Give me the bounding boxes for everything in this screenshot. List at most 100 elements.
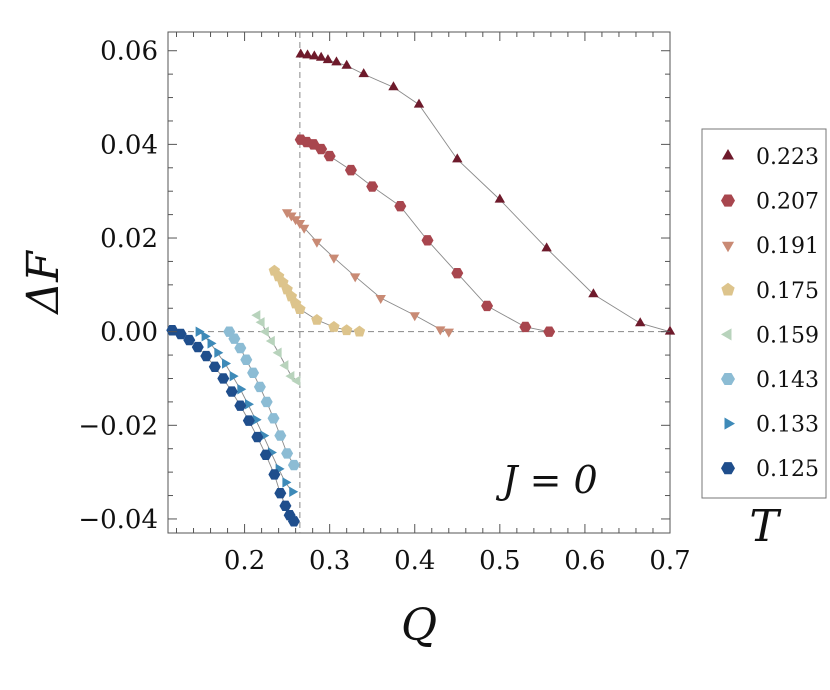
data-point-0.207 bbox=[344, 164, 357, 176]
data-point-0.125 bbox=[234, 400, 247, 411]
y-tick-label: 0.00 bbox=[100, 318, 158, 348]
data-point-0.207 bbox=[421, 235, 434, 246]
data-point-0.223 bbox=[664, 325, 676, 335]
data-point-0.125 bbox=[208, 361, 221, 372]
fit-curve-0.223 bbox=[300, 54, 671, 333]
data-point-0.207 bbox=[543, 326, 556, 337]
data-point-0.207 bbox=[451, 267, 464, 279]
data-point-0.223 bbox=[452, 153, 463, 163]
legend-marker-0.223 bbox=[721, 149, 735, 160]
legend-marker-0.175 bbox=[721, 282, 735, 296]
data-point-0.125 bbox=[242, 415, 255, 426]
legend-label: 0.207 bbox=[756, 190, 819, 215]
data-point-0.175 bbox=[311, 313, 323, 325]
legend-marker-0.143 bbox=[721, 372, 735, 386]
plot-frame bbox=[167, 31, 671, 534]
data-point-0.175 bbox=[353, 325, 366, 337]
data-markers bbox=[166, 48, 676, 527]
legend-box bbox=[701, 128, 827, 499]
data-point-0.133 bbox=[207, 338, 217, 349]
x-tick-label: 0.4 bbox=[394, 546, 435, 576]
data-point-0.175 bbox=[340, 324, 353, 336]
data-point-0.143 bbox=[287, 459, 300, 471]
data-point-0.133 bbox=[237, 384, 247, 395]
y-tick-label: −0.02 bbox=[78, 411, 158, 441]
data-point-0.143 bbox=[274, 430, 287, 441]
data-point-0.191 bbox=[349, 273, 361, 283]
data-point-0.159 bbox=[255, 317, 265, 328]
data-point-0.159 bbox=[251, 310, 261, 321]
data-point-0.223 bbox=[388, 81, 399, 91]
data-point-0.125 bbox=[200, 350, 213, 362]
x-tick-label: 0.3 bbox=[309, 546, 350, 576]
data-point-0.143 bbox=[234, 342, 247, 354]
data-point-0.223 bbox=[295, 48, 306, 58]
fit-curves bbox=[172, 54, 671, 522]
data-point-0.125 bbox=[268, 469, 281, 480]
data-point-0.143 bbox=[240, 354, 253, 365]
data-point-0.223 bbox=[494, 193, 506, 203]
axis-ticks bbox=[168, 32, 671, 533]
data-point-0.191 bbox=[435, 326, 446, 336]
data-point-0.159 bbox=[259, 326, 269, 337]
data-point-0.125 bbox=[191, 341, 204, 353]
data-point-0.223 bbox=[541, 242, 552, 252]
data-point-0.207 bbox=[366, 181, 379, 192]
data-point-0.191 bbox=[328, 254, 340, 264]
x-axis-title: Q bbox=[401, 600, 437, 651]
data-point-0.159 bbox=[265, 335, 275, 347]
data-point-0.143 bbox=[228, 333, 241, 344]
data-point-0.223 bbox=[588, 288, 599, 298]
data-point-0.125 bbox=[217, 373, 230, 384]
y-tick-label: −0.04 bbox=[78, 505, 158, 535]
data-point-0.133 bbox=[252, 414, 262, 425]
legend-marker-0.133 bbox=[724, 417, 735, 430]
data-point-0.191 bbox=[409, 312, 420, 322]
data-point-0.223 bbox=[413, 98, 425, 108]
data-point-0.191 bbox=[311, 238, 323, 248]
data-point-0.125 bbox=[183, 334, 196, 346]
x-tick-label: 0.2 bbox=[224, 546, 265, 576]
legend-marker-0.159 bbox=[721, 328, 732, 341]
data-point-0.143 bbox=[267, 413, 280, 424]
data-point-0.223 bbox=[322, 54, 334, 64]
data-point-0.223 bbox=[635, 317, 646, 327]
legend-label: 0.223 bbox=[756, 145, 819, 170]
data-point-0.159 bbox=[291, 375, 301, 387]
data-point-0.207 bbox=[315, 143, 328, 155]
legend: 0.223 0.207 0.191 0.175 0.159 0.143 0.133 0.125 bbox=[701, 128, 827, 499]
data-point-0.223 bbox=[309, 50, 320, 60]
data-point-0.207 bbox=[394, 200, 407, 212]
x-tick-label: 0.5 bbox=[479, 546, 520, 576]
data-point-0.191 bbox=[443, 328, 454, 338]
data-point-0.125 bbox=[259, 449, 272, 460]
data-point-0.125 bbox=[287, 516, 300, 527]
data-point-0.207 bbox=[481, 300, 494, 312]
data-point-0.125 bbox=[279, 500, 292, 512]
data-point-0.143 bbox=[260, 396, 273, 408]
y-axis-title: ΔF bbox=[18, 250, 69, 316]
y-tick-label: 0.04 bbox=[100, 130, 158, 160]
fit-curve-0.191 bbox=[286, 211, 449, 333]
y-tick-label: 0.02 bbox=[100, 224, 158, 254]
data-point-0.133 bbox=[244, 399, 254, 410]
data-point-0.207 bbox=[323, 150, 336, 162]
data-point-0.223 bbox=[315, 51, 327, 61]
data-point-0.159 bbox=[285, 370, 295, 382]
data-point-0.191 bbox=[375, 294, 386, 304]
tick-labels: 0.2 0.3 0.4 0.5 0.6 0.7 −0.04 −0.02 0.00 0.02 0.04… bbox=[78, 37, 690, 576]
data-point-0.133 bbox=[222, 358, 232, 369]
legend-marker-0.207 bbox=[721, 194, 735, 207]
legend-label: 0.191 bbox=[756, 234, 819, 259]
data-point-0.175 bbox=[328, 320, 340, 332]
x-tick-label: 0.7 bbox=[649, 546, 690, 576]
legend-marker-0.125 bbox=[721, 462, 735, 475]
legend-label: 0.143 bbox=[756, 368, 819, 393]
data-point-0.191 bbox=[294, 220, 306, 230]
data-point-0.125 bbox=[225, 386, 238, 397]
legend-marker-0.191 bbox=[721, 241, 735, 253]
data-point-0.133 bbox=[214, 347, 224, 358]
data-point-0.207 bbox=[519, 321, 532, 333]
data-point-0.143 bbox=[253, 381, 266, 393]
